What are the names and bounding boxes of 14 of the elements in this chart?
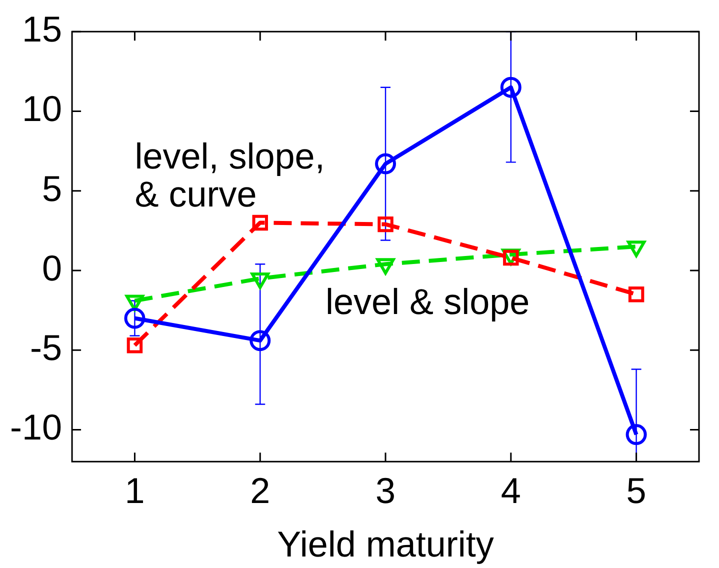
y-tick-label: -5 — [30, 327, 62, 368]
series-label: level & slope — [326, 281, 530, 322]
x-tick-label: 4 — [500, 470, 521, 512]
x-tick-label: 1 — [124, 470, 145, 512]
y-tick-label: 0 — [42, 247, 62, 288]
x-tick-label: 3 — [376, 470, 396, 512]
y-tick-label: 5 — [42, 168, 62, 209]
y-tick-label: 10 — [22, 88, 62, 130]
x-tick-label: 2 — [250, 470, 270, 512]
y-tick-label: 15 — [22, 8, 62, 50]
x-axis-title: Yield maturity — [277, 523, 494, 564]
y-tick-label: -10 — [10, 406, 62, 448]
series-label: level, slope, & curve — [134, 135, 325, 214]
x-tick-label: 5 — [626, 470, 646, 512]
